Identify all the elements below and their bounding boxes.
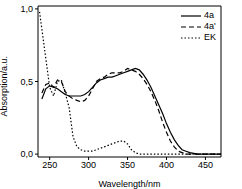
svg-text:Wavelength/nm: Wavelength/nm <box>98 179 160 189</box>
html-text:4a': 4a' <box>204 21 216 31</box>
html-text:4a: 4a <box>204 10 214 20</box>
svg-text:450: 450 <box>198 160 213 170</box>
svg-text:400: 400 <box>159 160 174 170</box>
svg-text:250: 250 <box>42 160 57 170</box>
svg-text:300: 300 <box>81 160 96 170</box>
svg-text:0,0: 0,0 <box>20 149 33 159</box>
svg-text:0,5: 0,5 <box>20 77 33 87</box>
svg-text:1,0: 1,0 <box>20 4 33 14</box>
html-text:EK: EK <box>204 32 216 42</box>
svg-text:Absorption/a.u.: Absorption/a.u. <box>8 56 9 117</box>
svg-text:350: 350 <box>120 160 135 170</box>
